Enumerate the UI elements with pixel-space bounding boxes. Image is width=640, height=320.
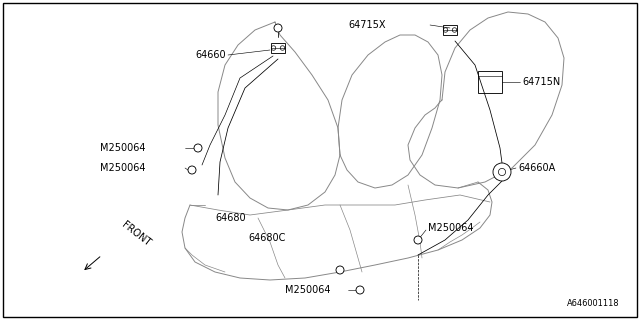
Text: M250064: M250064 [100, 163, 145, 173]
Circle shape [188, 166, 196, 174]
Bar [443, 25, 457, 36]
Bar [271, 43, 285, 53]
Text: 64715X: 64715X [348, 20, 385, 30]
Text: M250064: M250064 [428, 223, 474, 233]
Circle shape [336, 266, 344, 274]
Circle shape [493, 163, 511, 181]
Bar [478, 71, 502, 93]
Text: M250064: M250064 [285, 285, 330, 295]
Text: 64680C: 64680C [248, 233, 285, 243]
Circle shape [356, 286, 364, 294]
Text: 64715N: 64715N [522, 77, 560, 87]
Text: M250064: M250064 [100, 143, 145, 153]
Circle shape [194, 144, 202, 152]
Text: 64680: 64680 [215, 213, 246, 223]
Text: A646001118: A646001118 [568, 299, 620, 308]
Circle shape [274, 24, 282, 32]
Text: FRONT: FRONT [120, 220, 152, 248]
Circle shape [414, 236, 422, 244]
Text: 64660: 64660 [195, 50, 226, 60]
Text: 64660A: 64660A [518, 163, 556, 173]
